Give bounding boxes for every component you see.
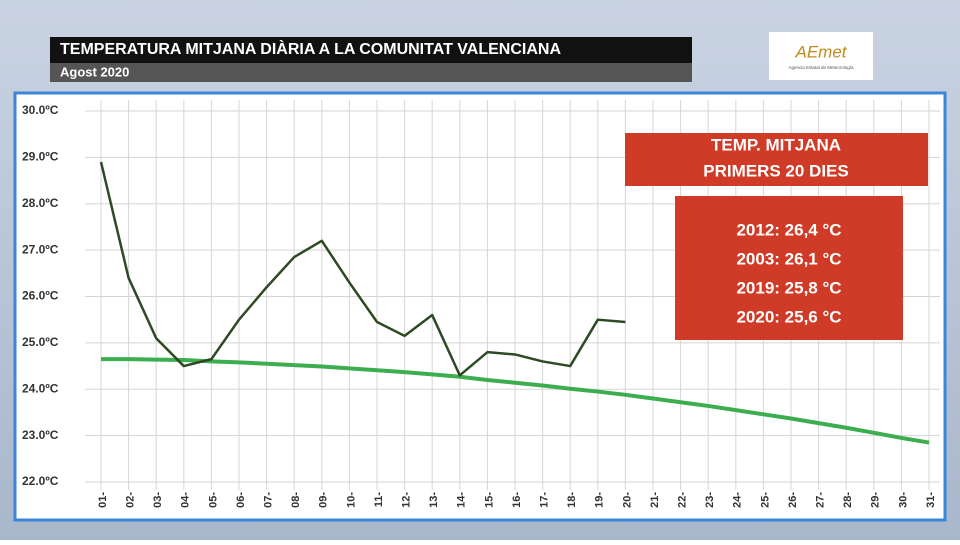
y-tick-label: 29.0ºC: [22, 150, 59, 164]
box-title: TEMP. MITJANA: [711, 135, 841, 154]
x-tick-label: 24-: [732, 492, 744, 508]
y-tick-label: 22.0ºC: [22, 474, 59, 488]
box-line: 2019: 25,8 °C: [736, 278, 841, 297]
x-tick-label: 22-: [677, 492, 689, 508]
y-tick-label: 27.0ºC: [22, 242, 59, 256]
series-line: [101, 357, 930, 445]
x-tick-label: 16-: [511, 492, 523, 508]
box-lines-bg: [675, 196, 903, 340]
x-tick-label: 05-: [207, 492, 219, 508]
box-line: 2012: 26,4 °C: [736, 220, 841, 239]
x-tick-label: 09-: [318, 492, 330, 508]
x-tick-label: 10-: [345, 492, 357, 508]
subtitle: Agost 2020: [60, 64, 129, 79]
x-tick-label: 31-: [925, 492, 937, 508]
x-tick-label: 12-: [401, 492, 413, 508]
x-tick-label: 14-: [456, 492, 468, 508]
x-tick-label: 01-: [97, 492, 109, 508]
x-tick-label: 21-: [649, 492, 661, 508]
subtitle-bar: [50, 63, 692, 82]
box-title: PRIMERS 20 DIES: [703, 161, 849, 180]
x-tick-label: 27-: [815, 492, 827, 508]
x-tick-label: 23-: [704, 492, 716, 508]
box-line: 2003: 26,1 °C: [736, 249, 841, 268]
x-tick-label: 17-: [539, 492, 551, 508]
y-tick-label: 28.0ºC: [22, 196, 59, 210]
x-tick-label: 18-: [566, 492, 578, 508]
y-tick-label: 23.0ºC: [22, 428, 59, 442]
box-line: 2020: 25,6 °C: [736, 307, 841, 326]
logo-caption: Agencia Estatal de Meteorología: [788, 65, 854, 70]
x-tick-label: 26-: [787, 492, 799, 508]
x-tick-label: 13-: [428, 492, 440, 508]
x-tick-label: 03-: [152, 492, 164, 508]
x-tick-label: 04-: [180, 492, 192, 508]
x-tick-label: 08-: [290, 492, 302, 508]
y-tick-label: 30.0ºC: [22, 103, 59, 117]
title: TEMPERATURA MITJANA DIÀRIA A LA COMUNITA…: [60, 39, 561, 58]
x-tick-label: 07-: [263, 492, 275, 508]
logo-box: [769, 32, 873, 80]
x-tick-label: 29-: [870, 492, 882, 508]
logo: AEmet: [794, 42, 847, 61]
x-tick-label: 25-: [759, 492, 771, 508]
x-tick-label: 15-: [483, 492, 495, 508]
y-tick-label: 25.0ºC: [22, 335, 59, 349]
x-tick-label: 02-: [125, 492, 137, 508]
x-tick-label: 19-: [594, 492, 606, 508]
x-tick-label: 06-: [235, 492, 247, 508]
y-tick-label: 24.0ºC: [22, 381, 59, 395]
y-tick-label: 26.0ºC: [22, 289, 59, 303]
x-tick-label: 28-: [842, 492, 854, 508]
x-tick-label: 11-: [373, 492, 385, 508]
title-bar: [50, 37, 692, 63]
box-title-bg: [625, 133, 928, 186]
x-tick-label: 30-: [897, 492, 909, 508]
series-line: [99, 161, 626, 377]
x-tick-label: 20-: [621, 492, 633, 508]
